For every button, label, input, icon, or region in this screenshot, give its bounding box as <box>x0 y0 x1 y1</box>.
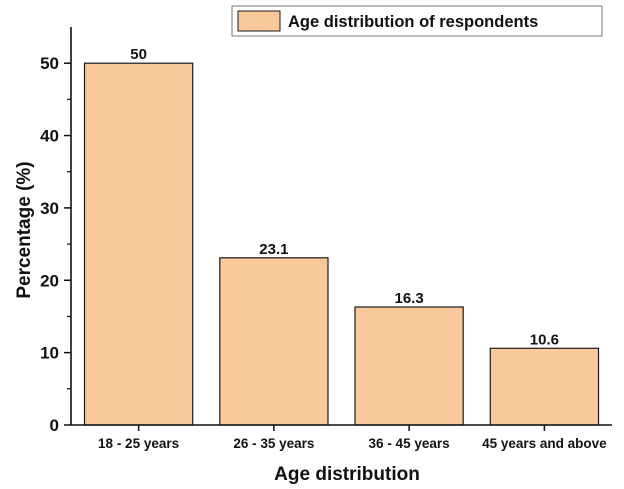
legend-box <box>231 5 603 37</box>
bar-3 <box>354 306 464 426</box>
bars <box>83 62 600 426</box>
y-tick-label-5: 40 <box>40 127 59 146</box>
data-labels: 50 23.1 16.3 10.6 <box>130 46 559 348</box>
y-tick-label-2: 10 <box>40 344 59 363</box>
y-axis-title: Percentage (%) <box>14 161 35 298</box>
data-label-4: 10.6 <box>530 331 559 348</box>
y-tick-label-4: 30 <box>40 199 59 218</box>
x-tick-label-3: 36 - 45 years <box>369 436 450 451</box>
data-label-2: 23.1 <box>259 241 288 258</box>
y-tick-label-3: 20 <box>40 271 59 290</box>
y-tick-label-1: 0 <box>50 416 59 435</box>
legend-swatch <box>237 10 281 32</box>
bar-4 <box>489 347 600 426</box>
x-axis-title: Age distribution <box>274 464 420 485</box>
legend-label: Age distribution of respondents <box>288 13 538 31</box>
x-tick-label-2: 26 - 35 years <box>233 436 314 451</box>
y-axis: 0 10 20 30 40 50 <box>40 27 72 435</box>
legend: Age distribution of respondents <box>231 5 603 37</box>
data-label-3: 16.3 <box>394 290 423 307</box>
data-label-1: 50 <box>130 46 147 63</box>
x-tick-label-4: 45 years and above <box>482 436 607 451</box>
bar-1 <box>83 62 194 426</box>
y-tick-label-6: 50 <box>40 54 59 73</box>
x-tick-label-1: 18 - 25 years <box>98 436 179 451</box>
bar-2 <box>219 257 329 426</box>
x-axis: 18 - 25 years 26 - 35 years 36 - 45 years 4… <box>71 424 612 451</box>
